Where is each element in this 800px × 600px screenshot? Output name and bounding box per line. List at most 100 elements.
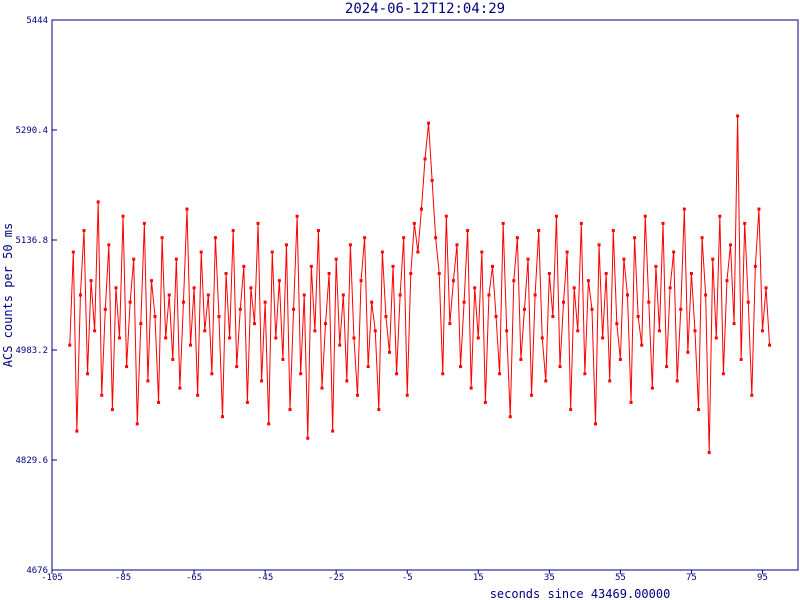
x-axis-label: seconds since 43469.00000 [490, 587, 671, 600]
data-point [597, 243, 601, 247]
data-point [693, 329, 697, 333]
data-point [590, 307, 594, 311]
data-point [107, 243, 111, 247]
data-point [78, 293, 82, 297]
data-point [629, 400, 633, 404]
data-point [451, 279, 455, 283]
data-point [519, 357, 523, 361]
data-point [217, 314, 221, 318]
data-point [132, 257, 136, 261]
x-tick-label: -105 [41, 573, 63, 583]
data-point [348, 243, 352, 247]
data-point [263, 300, 267, 304]
data-point [739, 357, 743, 361]
data-point [210, 372, 214, 376]
data-point [611, 229, 615, 233]
data-point [370, 300, 374, 304]
data-point [459, 365, 463, 369]
data-point [551, 314, 555, 318]
data-point [121, 214, 125, 218]
data-point [185, 207, 189, 211]
y-tick-label: 4676 [26, 566, 48, 576]
data-point [292, 307, 296, 311]
data-point [654, 264, 658, 268]
data-point [228, 336, 232, 340]
data-point [242, 264, 246, 268]
data-point [402, 236, 406, 240]
data-point [622, 257, 626, 261]
data-point [689, 272, 693, 276]
data-point [135, 422, 139, 426]
data-point [505, 329, 509, 333]
x-tick-label: -5 [402, 573, 413, 583]
data-point [665, 365, 669, 369]
data-point [295, 214, 299, 218]
data-point [579, 221, 583, 225]
data-point [544, 379, 548, 383]
data-point [430, 178, 434, 182]
y-tick-label: 4829.6 [15, 456, 48, 466]
data-point [512, 279, 516, 283]
data-point [363, 236, 367, 240]
data-point [633, 236, 637, 240]
data-point [757, 207, 761, 211]
data-point [743, 221, 747, 225]
data-point [149, 279, 153, 283]
data-point [256, 221, 260, 225]
data-point [483, 400, 487, 404]
data-point [721, 372, 725, 376]
data-point [373, 329, 377, 333]
data-point [189, 343, 193, 347]
data-point [753, 264, 757, 268]
data-point [93, 329, 97, 333]
data-point [267, 422, 271, 426]
data-point [277, 279, 281, 283]
data-point [625, 293, 629, 297]
data-point [608, 379, 612, 383]
data-point [281, 357, 285, 361]
data-point [615, 322, 619, 326]
data-point [117, 336, 121, 340]
data-point [231, 229, 235, 233]
x-tick-label: 15 [473, 573, 484, 583]
data-point [377, 408, 381, 412]
data-point [508, 415, 512, 419]
data-point [547, 272, 551, 276]
data-point [686, 350, 690, 354]
data-point [466, 229, 470, 233]
data-point [661, 221, 665, 225]
data-point [650, 386, 654, 390]
data-point [569, 408, 573, 412]
data-point [164, 336, 168, 340]
data-line [69, 115, 771, 453]
x-tick-label: -85 [115, 573, 131, 583]
data-point [160, 236, 164, 240]
data-point [412, 221, 416, 225]
data-point [746, 300, 750, 304]
data-point [178, 386, 182, 390]
data-point [398, 293, 402, 297]
data-point [316, 229, 320, 233]
y-tick-label: 5290.4 [15, 126, 48, 136]
data-point [416, 250, 420, 254]
data-point [515, 236, 519, 240]
data-point [313, 329, 317, 333]
x-tick-label: -25 [328, 573, 344, 583]
data-point [284, 243, 288, 247]
data-point [245, 400, 249, 404]
data-point [203, 329, 207, 333]
data-point [146, 379, 150, 383]
data-point [260, 379, 264, 383]
data-point [565, 250, 569, 254]
data-point [537, 229, 541, 233]
data-point [618, 357, 622, 361]
data-point [423, 157, 427, 161]
data-point [562, 300, 566, 304]
data-point [750, 393, 754, 397]
data-point [700, 236, 704, 240]
data-point [736, 114, 740, 118]
data-point [682, 207, 686, 211]
data-point [68, 343, 72, 347]
data-point [494, 314, 498, 318]
